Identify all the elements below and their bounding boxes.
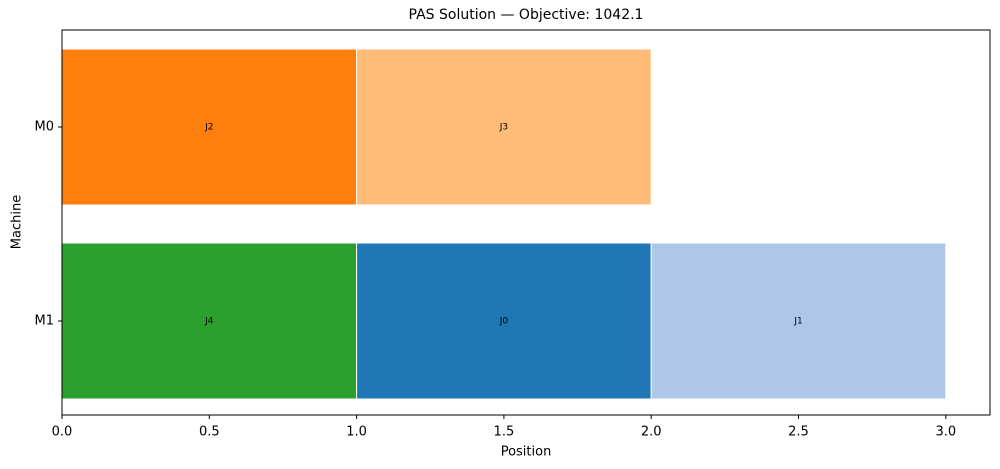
x-axis-label: Position xyxy=(501,445,552,460)
x-tick-label: 0.0 xyxy=(52,425,73,440)
task-label: J2 xyxy=(204,123,213,133)
task-label: J1 xyxy=(793,317,802,327)
task-bar xyxy=(356,48,652,206)
x-tick-label: 0.5 xyxy=(199,425,220,440)
y-axis-label: Machine xyxy=(10,195,25,249)
x-tick-label: 2.5 xyxy=(788,425,809,440)
x-tick-label: 3.0 xyxy=(935,425,956,440)
task-bar xyxy=(61,48,358,206)
task-label: J0 xyxy=(499,317,509,327)
task-bar xyxy=(356,242,652,400)
x-tick-label: 2.0 xyxy=(641,425,662,440)
chart-title: PAS Solution — Objective: 1042.1 xyxy=(409,7,644,23)
x-tick-label: 1.0 xyxy=(346,425,367,440)
task-bar xyxy=(650,242,947,400)
task-label: J4 xyxy=(204,317,214,327)
task-label: J3 xyxy=(499,123,508,133)
y-tick-label: M0 xyxy=(35,120,55,135)
task-bar xyxy=(61,242,358,400)
y-tick-label: M1 xyxy=(35,314,55,329)
x-tick-label: 1.5 xyxy=(494,425,515,440)
plot-frame xyxy=(61,29,991,416)
